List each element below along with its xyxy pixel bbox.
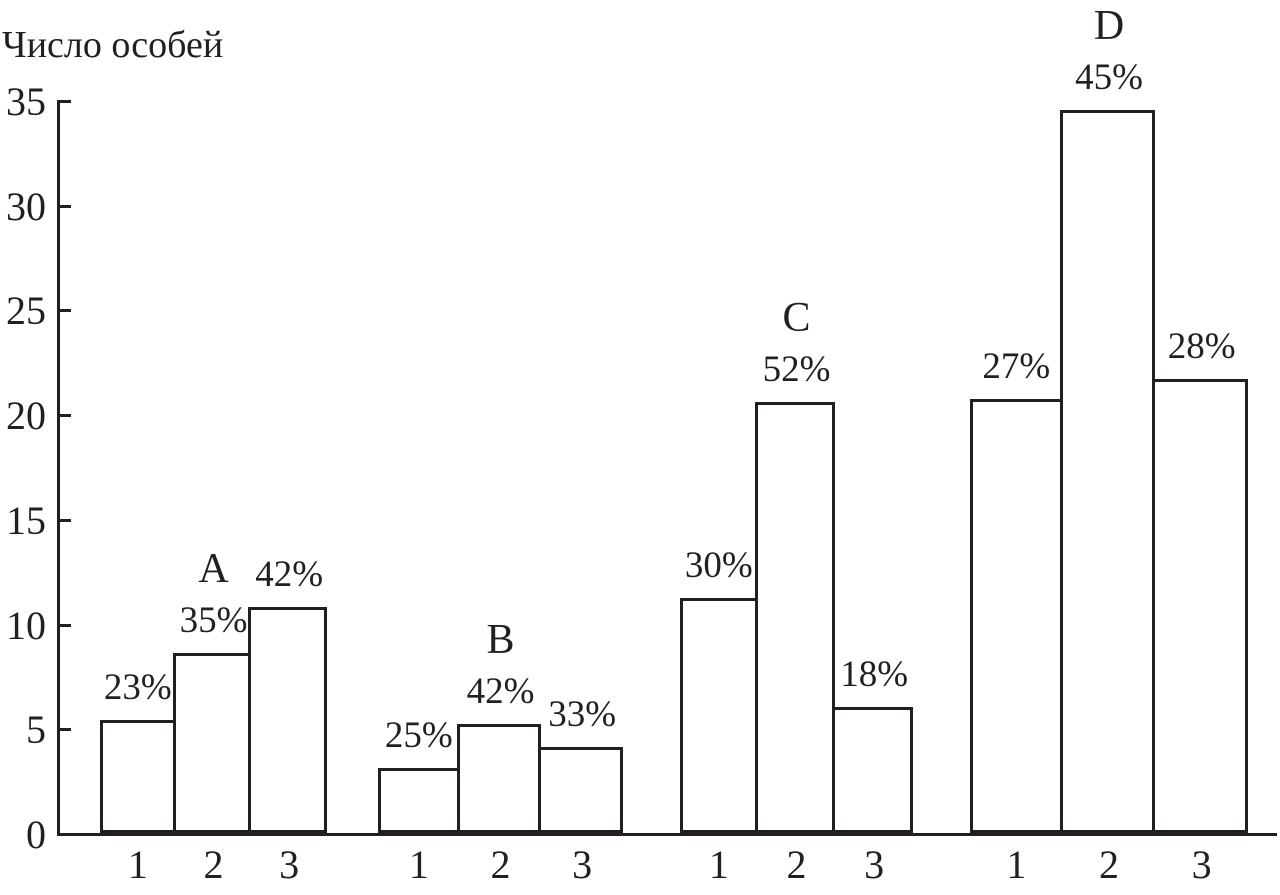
bar: [172, 652, 252, 833]
y-tick-mark: [57, 100, 71, 103]
y-tick-mark: [57, 728, 71, 732]
y-tick-mark: [57, 309, 71, 313]
group-label: B: [486, 617, 515, 664]
x-tick-label: 3: [864, 842, 885, 887]
x-tick-label: 2: [490, 842, 511, 887]
group-label: C: [782, 294, 811, 341]
y-tick-label: 15: [6, 497, 46, 543]
y-tick-label: 20: [6, 393, 46, 439]
x-tick-label: 3: [572, 842, 593, 887]
x-tick-label: 1: [127, 842, 148, 887]
x-tick-label: 2: [786, 842, 807, 887]
x-tick-label: 1: [408, 842, 429, 887]
bar-value-label: 25%: [384, 715, 453, 757]
group-label: D: [1093, 3, 1125, 50]
bar-value-label: 52%: [762, 348, 831, 390]
y-tick-mark: [57, 204, 71, 208]
y-tick-mark: [57, 623, 71, 627]
bar-value-label: 23%: [103, 666, 172, 708]
y-axis-line: [57, 100, 60, 836]
bar: [538, 747, 623, 833]
bar: [680, 598, 758, 833]
group-label: A: [198, 545, 229, 592]
chart-title: Число особей: [2, 24, 224, 66]
y-tick-label: 10: [6, 602, 46, 648]
x-tick-label: 2: [203, 842, 224, 887]
x-tick-label: 1: [1006, 842, 1027, 887]
x-tick-label: 3: [1191, 842, 1212, 887]
x-tick-label: 1: [708, 842, 729, 887]
y-tick-label: 0: [26, 812, 46, 857]
bar: [832, 707, 913, 833]
bar-value-label: 27%: [982, 346, 1051, 388]
x-tick-label: 3: [279, 842, 300, 887]
x-tick-label: 2: [1099, 842, 1119, 887]
y-tick-label: 30: [6, 183, 46, 229]
y-tick-label: 5: [26, 707, 46, 753]
bar: [970, 399, 1063, 833]
bar: [1152, 378, 1248, 833]
bar: [1059, 110, 1156, 833]
y-tick-mark: [57, 518, 71, 522]
bar-value-label: 42%: [255, 553, 324, 595]
bar-value-label: 33%: [548, 694, 617, 736]
bar: [456, 724, 542, 833]
bar: [248, 606, 327, 833]
y-tick-label: 25: [6, 288, 46, 334]
bar-value-label: 28%: [1167, 325, 1236, 367]
bar-value-label: 45%: [1075, 57, 1143, 99]
y-tick-label: 35: [6, 79, 46, 124]
bar-value-label: 30%: [684, 545, 753, 587]
x-axis-line: [57, 833, 1277, 836]
bar: [378, 768, 460, 833]
bar-value-label: 18%: [840, 654, 909, 696]
bar: [100, 719, 176, 833]
bar-value-label: 42%: [466, 671, 535, 713]
y-tick-mark: [57, 414, 71, 418]
bar: [754, 401, 836, 833]
bar-value-label: 35%: [179, 599, 248, 641]
